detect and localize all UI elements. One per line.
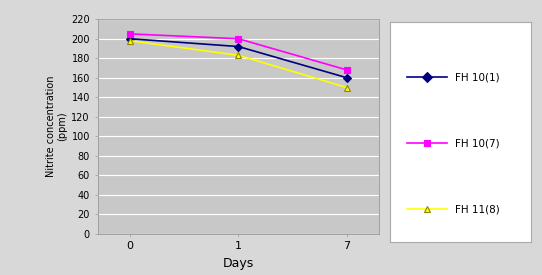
FH 11(8)	[344, 86, 350, 89]
Line: FH 11(8): FH 11(8)	[127, 37, 350, 91]
FH 10(1)	[344, 76, 350, 79]
FH 10(7)	[127, 32, 133, 35]
FH 11(8)	[235, 54, 242, 57]
FH 10(1)	[235, 45, 242, 48]
Text: FH 10(7): FH 10(7)	[455, 138, 500, 148]
Line: FH 10(7): FH 10(7)	[127, 31, 350, 73]
FH 10(1)	[127, 37, 133, 40]
Y-axis label: Nitrite concentration
(ppm): Nitrite concentration (ppm)	[46, 76, 67, 177]
Text: FH 10(1): FH 10(1)	[455, 72, 500, 82]
FH 10(7)	[235, 37, 242, 40]
X-axis label: Days: Days	[223, 257, 254, 270]
FH 10(7)	[344, 68, 350, 72]
FH 11(8)	[127, 39, 133, 42]
Text: FH 11(8): FH 11(8)	[455, 204, 500, 214]
Line: FH 10(1): FH 10(1)	[127, 36, 350, 81]
